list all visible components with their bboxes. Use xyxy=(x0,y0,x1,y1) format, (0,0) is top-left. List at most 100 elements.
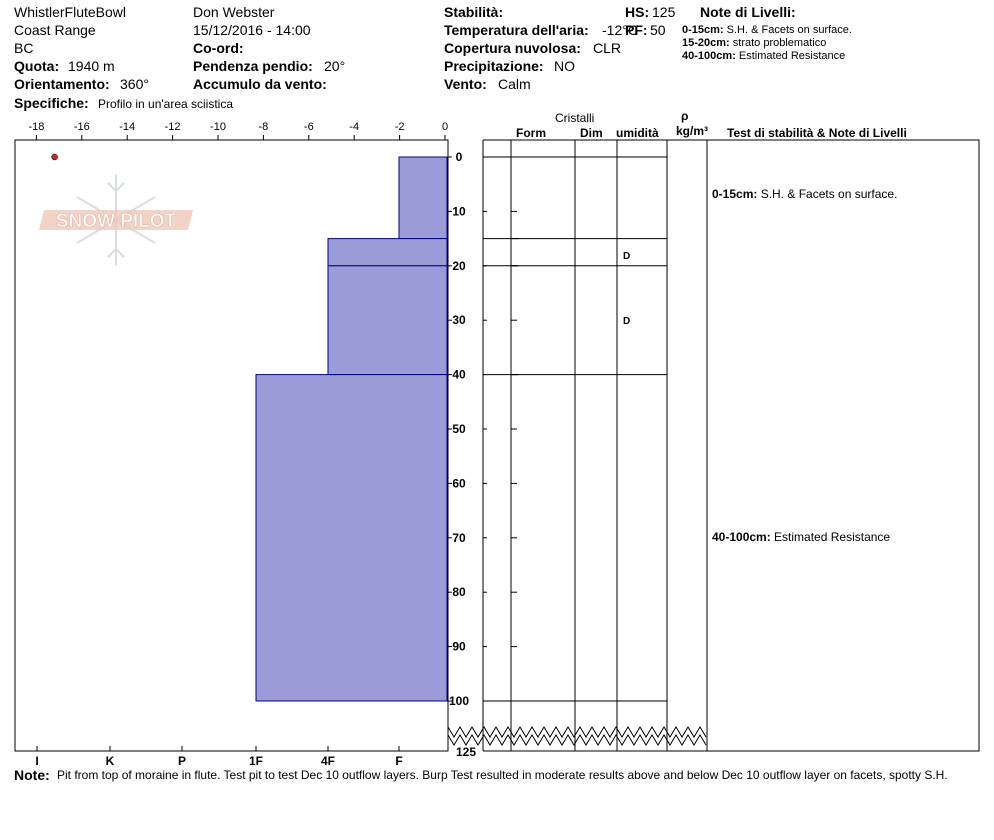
depth-tick-label: 60 xyxy=(452,476,466,490)
note-3-text: Estimated Resistance xyxy=(738,50,846,62)
coord-label: Co-ord: xyxy=(193,40,244,56)
temp-tick-label: -8 xyxy=(259,121,269,133)
hardness-bars xyxy=(255,156,448,702)
hardness-tick-label: K xyxy=(106,754,115,768)
vento-label: Vento: xyxy=(444,76,487,92)
depth-tick-label: 0 xyxy=(456,150,463,164)
density-unit-header: kg/m³ xyxy=(676,124,709,138)
location: WhistlerFluteBowl xyxy=(14,4,127,20)
precip-label: Precipitazione: xyxy=(444,58,544,74)
temperature-point xyxy=(51,153,58,161)
depth-break-line xyxy=(447,734,707,746)
slope-label: Pendenza pendio: xyxy=(193,58,313,74)
hardness-tick-label: 1F xyxy=(249,754,263,768)
moisture-label: D xyxy=(623,316,630,327)
moisture-label: D xyxy=(623,251,630,262)
depth-axis: 0 10 20 30 40 50 60 70 80 90 100 125 xyxy=(448,150,487,759)
temp-tick-label: -16 xyxy=(74,121,90,133)
dim-header: Dim xyxy=(580,126,603,140)
slope-value: 20° xyxy=(324,58,346,74)
logo-text: SNOW PILOT xyxy=(56,211,177,232)
hardness-layer xyxy=(327,238,448,267)
temp-tick-label: 0 xyxy=(442,121,448,133)
temp-tick-label: -12 xyxy=(165,121,181,133)
depth-tick-label: 10 xyxy=(452,204,466,218)
temp-tick-label: -4 xyxy=(349,121,359,133)
datetime: 15/12/2016 - 14:00 xyxy=(193,22,311,38)
rho-header: ρ xyxy=(681,109,689,123)
orient-label: Orientamento: xyxy=(14,76,110,92)
temperature-points xyxy=(51,153,58,161)
footer-note-text: Pit from top of moraine in flute. Test p… xyxy=(57,768,948,782)
observer: Don Webster xyxy=(193,4,275,20)
test-notes-header: Test di stabilità & Note di Livelli xyxy=(727,126,907,140)
hs-value: 125 xyxy=(652,4,676,20)
depth-tick-label: 70 xyxy=(452,531,466,545)
footer-note-label: Note: xyxy=(14,767,50,783)
pf-value: 50 xyxy=(650,22,666,38)
temperature-axis: -18 -16 -14 -12 -10 -8 -6 -4 -2 0 xyxy=(28,121,448,140)
depth-tick-label: 30 xyxy=(452,313,466,327)
layer-note-range: 0-15cm: xyxy=(712,187,761,201)
layer-note-text: Estimated Resistance xyxy=(774,530,890,544)
hardness-layer xyxy=(327,265,448,376)
note-2: 15-20cm: strato problematico xyxy=(682,37,826,50)
layer-note-text: S.H. & Facets on surface. xyxy=(761,187,898,201)
hardness-tick-label: P xyxy=(178,754,186,768)
precip-value: NO xyxy=(554,58,575,74)
vento-value: Calm xyxy=(498,76,531,92)
depth-tick-label: 20 xyxy=(452,259,466,273)
temp-tick-label: -18 xyxy=(28,121,44,133)
hs-label: HS: xyxy=(625,4,650,20)
airtemp-label: Temperatura dell'aria: xyxy=(444,22,589,38)
notes-frame xyxy=(706,139,980,752)
hardness-axis: I K P 1F 4F F xyxy=(35,746,403,768)
hardness-tick-label: F xyxy=(395,754,402,768)
umidita-header: umidità xyxy=(616,126,659,140)
layer-note: 40-100cm: Estimated Resistance xyxy=(712,530,890,544)
stab-label: Stabilità: xyxy=(444,4,504,20)
note-1-text: S.H. & Facets on surface. xyxy=(726,24,852,36)
depth-bottom-label: 125 xyxy=(456,745,476,759)
notes-title: Note di Livelli: xyxy=(700,4,796,20)
temp-tick-label: -2 xyxy=(395,121,405,133)
depth-break-line xyxy=(447,726,707,738)
temp-tick-label: -14 xyxy=(119,121,135,133)
depth-tick-label: 90 xyxy=(452,640,466,654)
cristalli-header: Cristalli xyxy=(555,111,595,125)
wind-label: Accumulo da vento: xyxy=(193,76,327,92)
hardness-tick-label: I xyxy=(35,754,38,768)
temp-tick-label: -10 xyxy=(210,121,226,133)
hardness-layer xyxy=(398,156,448,240)
hardness-layer xyxy=(255,374,448,702)
moisture-labels: DD xyxy=(623,251,630,327)
cloud-label: Copertura nuvolosa: xyxy=(444,40,581,56)
quota-value: 1940 m xyxy=(68,58,115,74)
temp-tick-label: -6 xyxy=(304,121,314,133)
depth-tick-label: 80 xyxy=(452,585,466,599)
note-3-range: 40-100cm: xyxy=(682,50,736,62)
pf-label: PF: xyxy=(625,22,648,38)
layer-note-range: 40-100cm: xyxy=(712,530,774,544)
snowpilot-logo: SNOW PILOT xyxy=(39,175,193,265)
layer-notes: 0-15cm: S.H. & Facets on surface. 40-100c… xyxy=(712,187,897,544)
form-header: Form xyxy=(516,126,546,140)
airtemp-value: -12°C xyxy=(602,22,638,38)
spec-label: Specifiche: xyxy=(14,95,89,111)
note-3: 40-100cm: Estimated Resistance xyxy=(682,50,845,63)
note-2-range: 15-20cm: xyxy=(682,37,730,49)
layer-note: 0-15cm: S.H. & Facets on surface. xyxy=(712,187,897,201)
depth-tick-label: 100 xyxy=(449,694,469,708)
note-1-range: 0-15cm: xyxy=(682,24,724,36)
quota-label: Quota: xyxy=(14,58,60,74)
note-1: 0-15cm: S.H. & Facets on surface. xyxy=(682,24,852,37)
depth-tick-label: 40 xyxy=(452,368,466,382)
depth-tick-label: 50 xyxy=(452,422,466,436)
graph-frame xyxy=(14,139,449,752)
cloud-value: CLR xyxy=(593,40,622,56)
crystal-table xyxy=(447,139,708,752)
range: Coast Range xyxy=(14,22,96,38)
region: BC xyxy=(14,40,34,56)
spec-value: Profilo in un'area sciistica xyxy=(98,97,234,111)
